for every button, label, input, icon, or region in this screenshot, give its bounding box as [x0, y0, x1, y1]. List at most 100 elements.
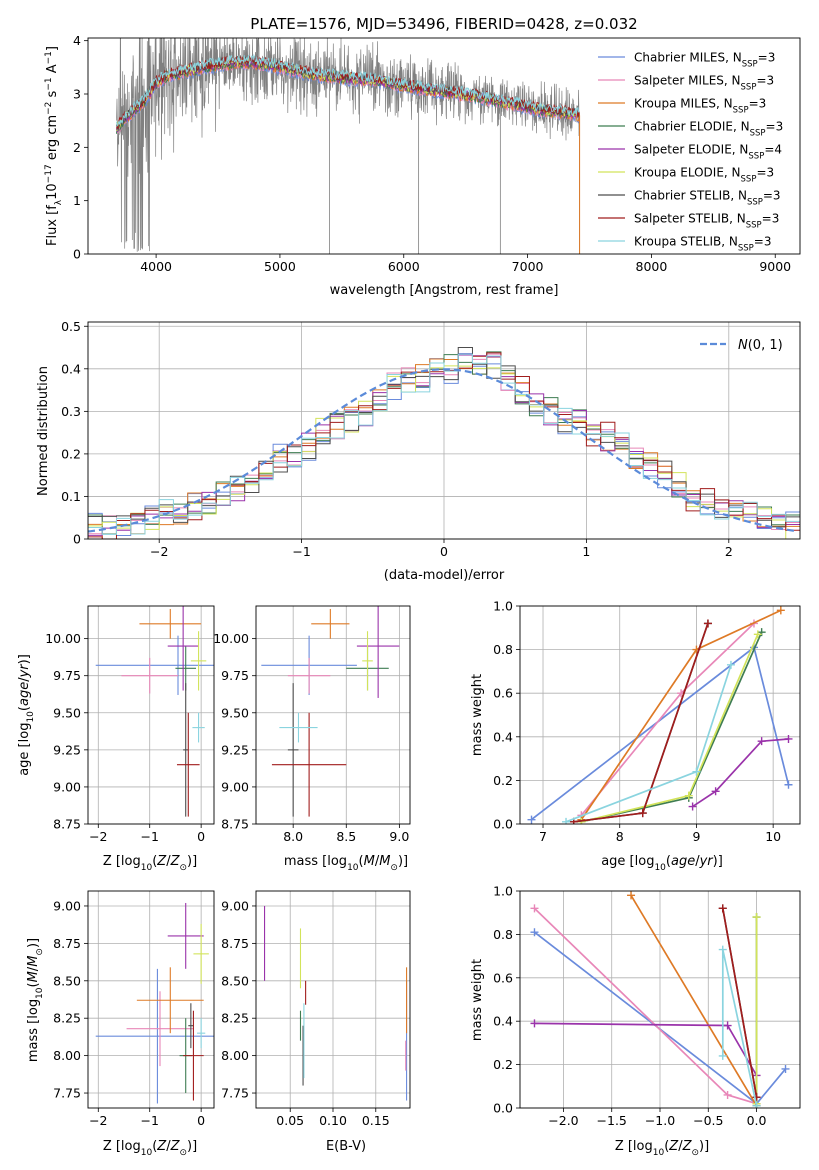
- y-tick-label: 9.00: [53, 779, 81, 794]
- y-tick-label: 9.25: [221, 742, 249, 757]
- y-tick-label: 1.0: [493, 884, 513, 899]
- series-line-2: [630, 894, 758, 1107]
- y-tick-label: 9.75: [221, 668, 249, 683]
- y-tick-label: 8.75: [221, 936, 249, 951]
- x-tick-label: −1: [140, 829, 158, 844]
- series-marker-5: [752, 913, 761, 922]
- y-tick-label: 0.4: [61, 361, 81, 376]
- plot-area: [261, 606, 400, 817]
- x-tick-label: −1.5: [597, 1113, 627, 1128]
- x-axis-label: age [log10(age/yr)]: [601, 854, 723, 873]
- x-tick-label: 8: [616, 829, 624, 844]
- y-tick-label: 8.00: [53, 1048, 81, 1063]
- age-vs-Z-axes: −2 −1 0 8.75 9.00 9.25 9.50 9.75 10.00 Z [log10(Z…: [17, 605, 215, 873]
- axes-frame: [87, 890, 215, 1109]
- y-tick-label: 0.2: [493, 1057, 513, 1072]
- y-tick-label: 1: [73, 193, 81, 208]
- y-tick-label: 0.0: [493, 817, 513, 832]
- plot-area: [95, 902, 214, 1104]
- series-marker-1: [723, 1090, 732, 1099]
- x-tick-label: 0.05: [276, 1113, 304, 1128]
- x-tick-label: −1: [140, 1113, 158, 1128]
- series-marker-0: [784, 780, 793, 789]
- series-marker-8: [718, 1051, 727, 1060]
- y-tick-label: 9.00: [221, 779, 249, 794]
- observed-spectrum-line: [116, 38, 580, 252]
- x-tick-label: 7000: [512, 259, 544, 274]
- x-tick-label: 0.0: [747, 1113, 767, 1128]
- y-axis-label: mass weight: [470, 959, 485, 1041]
- y-tick-label: 9.00: [53, 898, 81, 913]
- x-tick-label: −2: [89, 829, 107, 844]
- x-tick-label: 0.15: [362, 1113, 390, 1128]
- histogram-series-8: [88, 353, 800, 539]
- series-marker-8: [726, 660, 735, 669]
- y-axis-label: mass weight: [470, 674, 485, 756]
- legend-entry: Chabrier ELODIE, NSSP=3: [634, 120, 783, 139]
- y-tick-label: 0.6: [493, 970, 513, 985]
- y-tick-label: 0.8: [493, 642, 513, 657]
- plot-area: [88, 347, 800, 539]
- y-tick-label: 0.5: [61, 319, 81, 334]
- panels: 4000 5000 6000 7000 8000 900001234wavelength …: [17, 33, 801, 1158]
- legend-entry: Salpeter MILES, NSSP=3: [634, 74, 774, 93]
- legend-entry: N(0, 1): [738, 338, 783, 353]
- axes-frame: [255, 605, 411, 825]
- y-tick-label: 9.50: [221, 705, 249, 720]
- legend: Chabrier MILES, NSSP=3 Salpeter MILES, NS…: [598, 51, 783, 254]
- x-tick-label: −2: [150, 544, 168, 559]
- y-tick-label: 8.25: [53, 1011, 81, 1026]
- y-tick-label: 8.50: [53, 973, 81, 988]
- x-tick-label: 0: [197, 829, 205, 844]
- series-marker-4: [711, 787, 720, 796]
- x-tick-label: 8.5: [336, 829, 356, 844]
- x-tick-label: 9: [692, 829, 700, 844]
- normal-distribution-curve: [88, 368, 798, 533]
- y-tick-label: 0: [73, 532, 81, 547]
- y-tick-label: 9.50: [53, 705, 81, 720]
- x-axis-label: wavelength [Angstrom, rest frame]: [330, 283, 559, 298]
- age-vs-mass-axes: 8.0 8.5 9.0 8.75 9.00 9.25 9.50 9.75 10.00 mass […: [213, 605, 411, 873]
- legend-entry: Salpeter ELODIE, NSSP=4: [634, 143, 782, 162]
- legend-entry: Kroupa MILES, NSSP=3: [634, 97, 766, 116]
- plot-area: [527, 606, 793, 824]
- x-tick-label: −2: [89, 1113, 107, 1128]
- y-tick-label: 2: [73, 140, 81, 155]
- series-marker-0: [781, 1064, 790, 1073]
- figure-title: PLATE=1576, MJD=53496, FIBERID=0428, z=0…: [250, 15, 637, 33]
- axes-frame: [87, 37, 801, 255]
- series-marker-4: [723, 1021, 732, 1030]
- x-axis-label: Z [log10(Z/Z⊙)]: [103, 854, 197, 873]
- y-axis-label: mass [log10(M/M⊙)]: [26, 938, 45, 1062]
- legend-entry: Chabrier MILES, NSSP=3: [634, 51, 775, 70]
- legend-entry: Kroupa ELODIE, NSSP=3: [634, 166, 774, 185]
- model-spectrum-line-8: [116, 53, 580, 127]
- y-tick-label: 9.00: [221, 898, 249, 913]
- y-tick-label: 0.2: [493, 773, 513, 788]
- x-tick-label: 0.10: [319, 1113, 347, 1128]
- series-marker-4: [784, 734, 793, 743]
- series-marker-0: [530, 928, 539, 937]
- y-tick-label: 0.0: [493, 1101, 513, 1116]
- x-tick-label: 7: [539, 829, 547, 844]
- y-tick-label: 8.00: [221, 1048, 249, 1063]
- x-tick-label: 5000: [264, 259, 296, 274]
- series-line-0: [530, 645, 790, 821]
- series-marker-8: [718, 945, 727, 954]
- x-tick-label: 8000: [636, 259, 668, 274]
- series-marker-1: [530, 904, 539, 913]
- y-tick-label: 7.75: [53, 1086, 81, 1101]
- series-line-1: [580, 622, 755, 816]
- x-tick-label: 9000: [759, 259, 791, 274]
- axes-frame: [519, 605, 801, 825]
- legend-entry: Kroupa STELIB, NSSP=3: [634, 235, 772, 254]
- series-marker-4: [688, 802, 697, 811]
- y-tick-label: 10.00: [45, 631, 81, 646]
- series-line-7: [721, 908, 758, 1098]
- mass-vs-EBV-axes: 0.05 0.10 0.15 7.75 8.00 8.25 8.50 8.75 9.00 E(B-…: [221, 890, 411, 1154]
- x-axis-label: E(B-V): [326, 1139, 366, 1154]
- plot-area: [264, 905, 408, 1101]
- x-tick-label: −1: [292, 544, 310, 559]
- y-tick-label: 9.75: [53, 668, 81, 683]
- y-tick-label: 8.75: [221, 817, 249, 832]
